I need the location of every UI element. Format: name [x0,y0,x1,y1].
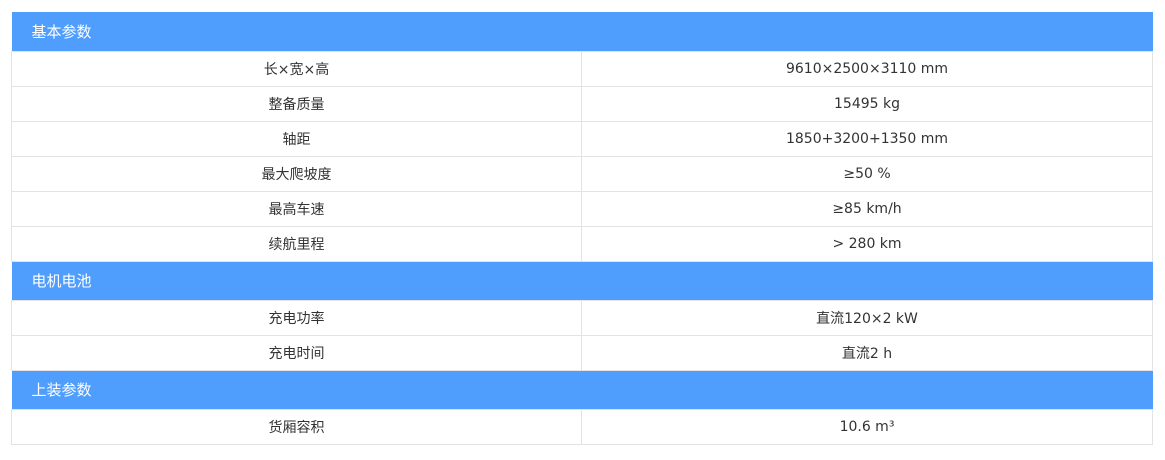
section-header-motor-battery: 电机电池 [11,261,1153,300]
section-title: 电机电池 [11,261,1153,300]
param-label: 最高车速 [11,190,582,227]
table-row: 轴距 1850+3200+1350 mm [11,120,1154,157]
param-label: 最大爬坡度 [11,155,582,192]
spec-table: 基本参数 长×宽×高 9610×2500×3110 mm 整备质量 15495 … [11,12,1154,445]
section-title: 上装参数 [11,370,1153,409]
param-label: 货厢容积 [11,408,582,445]
param-value: > 280 km [580,225,1154,262]
param-value: 10.6 m³ [580,408,1154,445]
param-label: 轴距 [11,120,582,157]
table-row: 充电功率 直流120×2 kW [11,299,1154,336]
table-row: 充电时间 直流2 h [11,334,1154,371]
param-label: 长×宽×高 [11,50,582,87]
section-title: 基本参数 [11,12,1153,51]
param-value: 1850+3200+1350 mm [580,120,1154,157]
section-header-body-params: 上装参数 [11,370,1153,409]
param-label: 充电时间 [11,334,582,371]
table-row: 长×宽×高 9610×2500×3110 mm [11,50,1154,87]
param-value: 9610×2500×3110 mm [580,50,1154,87]
table-row: 最高车速 ≥85 km/h [11,190,1154,227]
param-value: 15495 kg [580,85,1154,122]
param-value: ≥50 % [580,155,1154,192]
param-value: 直流120×2 kW [580,299,1154,336]
table-row: 最大爬坡度 ≥50 % [11,155,1154,192]
table-row: 整备质量 15495 kg [11,85,1154,122]
section-header-basic-params: 基本参数 [11,12,1153,51]
param-value: ≥85 km/h [580,190,1154,227]
param-label: 充电功率 [11,299,582,336]
param-label: 续航里程 [11,225,582,262]
table-row: 货厢容积 10.6 m³ [11,408,1154,445]
param-value: 直流2 h [580,334,1154,371]
param-label: 整备质量 [11,85,582,122]
table-row: 续航里程 > 280 km [11,225,1154,262]
